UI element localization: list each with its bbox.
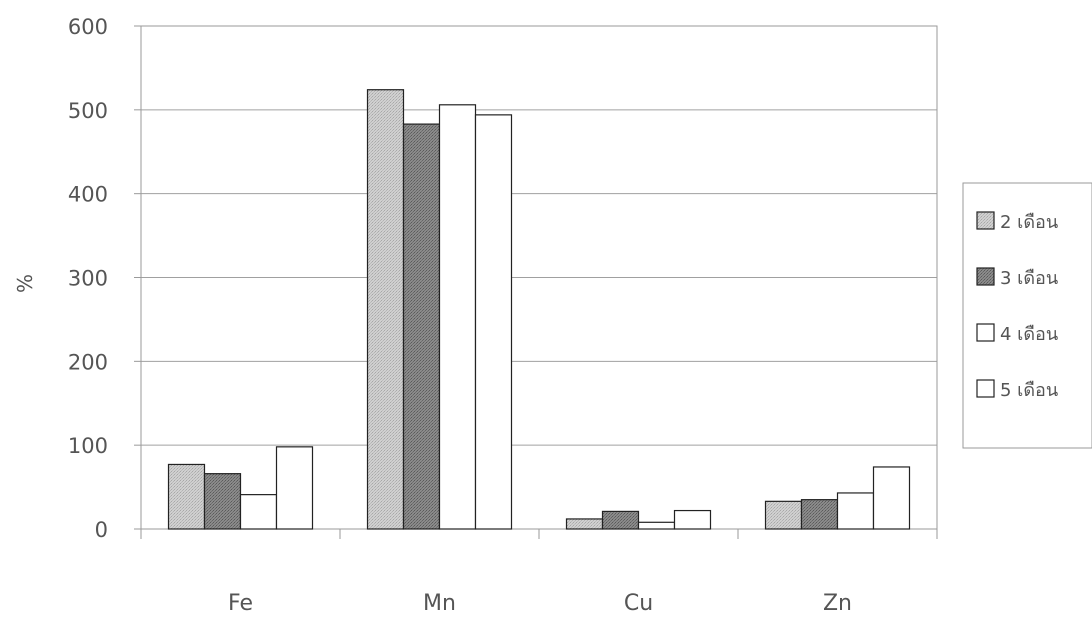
bar-mn-series-1: [366, 89, 405, 530]
y-tick-label: 600: [68, 15, 108, 39]
bar-cu-series-4: [673, 509, 712, 530]
bar-zn-series-4: [872, 466, 911, 530]
legend-swatch-2: [976, 267, 995, 286]
axes: [134, 25, 938, 539]
legend-swatch-1: [976, 211, 995, 230]
y-axis-label: %: [13, 274, 37, 293]
bar-mn-series-4: [474, 114, 513, 530]
legend-label-4: 5 เดือน: [1000, 380, 1058, 401]
y-tick-label: 300: [68, 267, 108, 291]
legend-swatch-3: [976, 323, 995, 342]
x-tick-label: Fe: [228, 591, 253, 616]
legend-label-2: 3 เดือน: [1000, 268, 1058, 289]
bar-zn-series-3: [836, 492, 875, 530]
legend-label-1: 2 เดือน: [1000, 212, 1058, 233]
legend-swatch-4: [976, 379, 995, 398]
x-tick-label: Cu: [624, 591, 653, 616]
gridlines: [141, 109, 937, 446]
bar-fe-series-3: [239, 494, 278, 530]
bars: [167, 89, 911, 530]
bar-mn-series-2: [402, 123, 441, 530]
bar-mn-series-3: [438, 104, 477, 530]
x-tick-label: Mn: [423, 591, 456, 616]
bar-cu-series-3: [637, 521, 676, 530]
bar-cu-series-1: [565, 518, 604, 530]
bar-zn-series-1: [764, 500, 803, 530]
bar-zn-series-2: [800, 499, 839, 530]
bar-cu-series-2: [601, 510, 640, 530]
y-tick-label: 200: [68, 350, 108, 374]
bar-fe-series-1: [167, 463, 206, 530]
legend: 2 เดือน 3 เดือน 4 เดือน 5 เดือน: [962, 182, 1092, 449]
y-tick-label: 100: [68, 434, 108, 458]
y-tick-label: 500: [68, 99, 108, 123]
bar-fe-series-4: [275, 446, 314, 530]
x-tick-label: Zn: [823, 591, 852, 616]
y-tick-label: 400: [68, 183, 108, 207]
legend-label-3: 4 เดือน: [1000, 324, 1058, 345]
y-tick-label: 0: [95, 518, 108, 542]
tick-labels: 0 100 200 300 400 500 600 Fe Mn Cu Zn: [68, 15, 852, 616]
bar-fe-series-2: [203, 473, 242, 530]
